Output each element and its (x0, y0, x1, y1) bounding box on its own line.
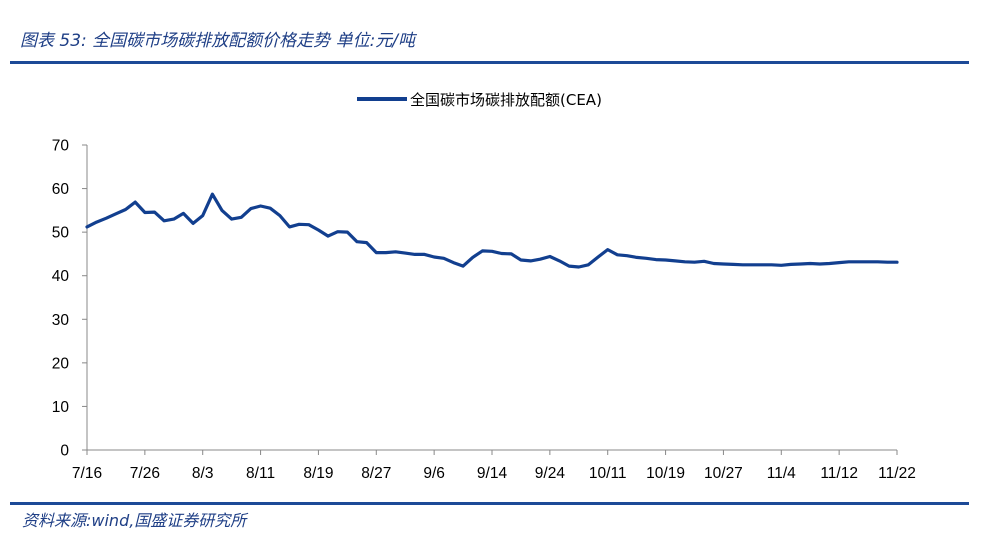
footer-divider (10, 502, 969, 505)
x-tick-label: 8/27 (361, 465, 391, 482)
y-tick-label: 60 (52, 181, 70, 198)
y-tick-label: 50 (52, 225, 70, 242)
y-tick-label: 70 (52, 138, 70, 155)
x-tick-label: 8/19 (303, 465, 333, 482)
x-tick-label: 7/16 (72, 465, 102, 482)
y-tick-label: 0 (60, 443, 69, 460)
x-tick-label: 11/4 (767, 465, 796, 482)
x-tick-label: 10/27 (704, 465, 743, 482)
x-tick-label: 8/3 (192, 465, 214, 482)
series-line-cea (85, 192, 899, 269)
x-tick-label: 9/6 (423, 465, 445, 482)
x-tick-label: 10/11 (589, 465, 627, 482)
x-tick-label: 11/12 (820, 465, 858, 482)
legend-label: 全国碳市场碳排放配额(CEA) (410, 91, 602, 109)
x-tick-label: 10/19 (646, 465, 685, 482)
figure-title: 图表 53: 全国碳市场碳排放配额价格走势 单位:元/吨 (20, 31, 416, 51)
source-note: 资料来源:wind,国盛证券研究所 (22, 511, 247, 530)
header-divider (10, 61, 969, 64)
y-tick-label: 30 (52, 312, 70, 329)
x-tick-label: 8/11 (246, 465, 275, 482)
x-tick-label: 9/24 (535, 465, 566, 482)
x-tick-label: 9/14 (477, 465, 508, 482)
y-tick-label: 10 (52, 399, 70, 416)
y-tick-label: 40 (52, 268, 70, 285)
x-tick-label: 7/26 (130, 465, 160, 482)
y-tick-label: 20 (52, 355, 70, 372)
x-tick-label: 11/22 (878, 465, 916, 482)
